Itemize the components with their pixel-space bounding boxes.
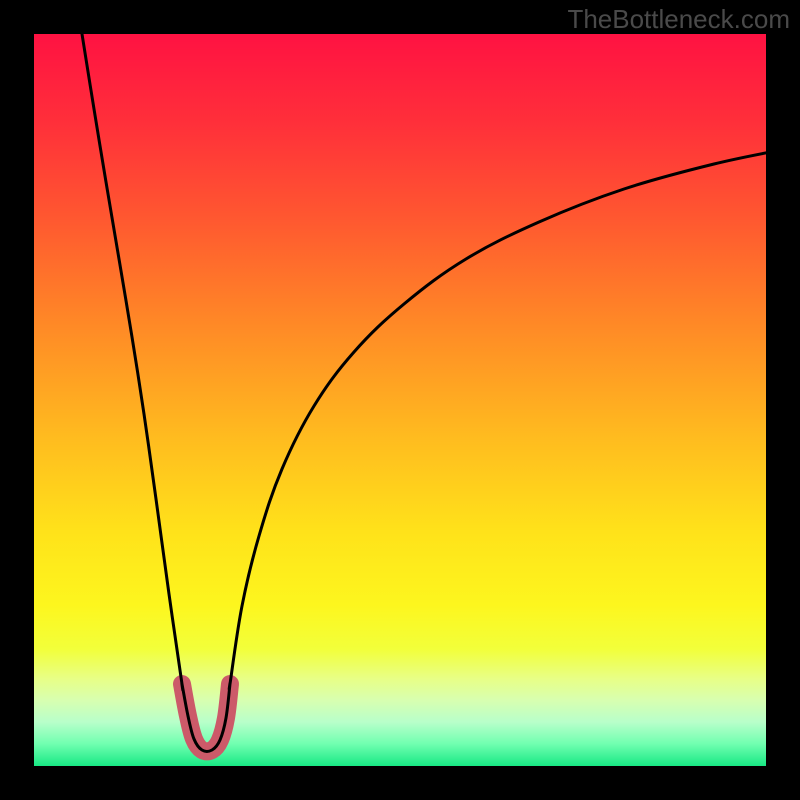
plot-area [34,34,766,766]
curve-layer [34,34,766,766]
bottleneck-curve [82,34,766,751]
watermark-text: TheBottleneck.com [567,4,790,35]
chart-frame: TheBottleneck.com [0,0,800,800]
